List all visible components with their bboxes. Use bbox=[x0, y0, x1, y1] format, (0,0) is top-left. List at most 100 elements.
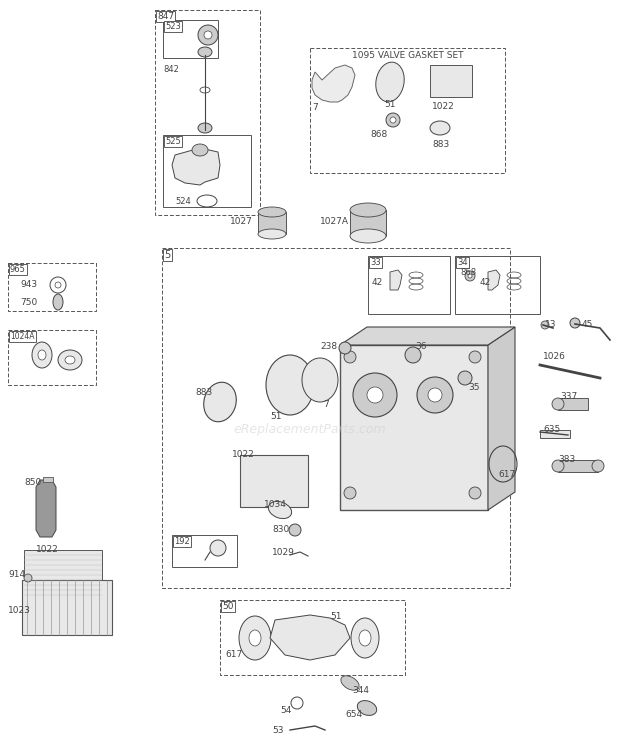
Ellipse shape bbox=[357, 701, 377, 716]
Text: 830: 830 bbox=[272, 525, 290, 534]
Text: 914: 914 bbox=[8, 570, 25, 579]
Bar bbox=[540, 430, 570, 438]
Polygon shape bbox=[488, 327, 515, 510]
Ellipse shape bbox=[552, 460, 564, 472]
Text: 7: 7 bbox=[312, 103, 317, 112]
Bar bbox=[258, 212, 286, 234]
Text: 1024A: 1024A bbox=[10, 332, 35, 341]
Circle shape bbox=[469, 487, 481, 499]
Circle shape bbox=[469, 351, 481, 363]
Text: 337: 337 bbox=[560, 392, 577, 401]
Bar bbox=[350, 210, 386, 236]
Text: 617: 617 bbox=[498, 470, 515, 479]
Ellipse shape bbox=[58, 350, 82, 370]
Text: 5: 5 bbox=[164, 250, 171, 260]
Text: 842: 842 bbox=[163, 65, 179, 74]
Polygon shape bbox=[488, 270, 500, 290]
Ellipse shape bbox=[302, 358, 338, 402]
Bar bbox=[310, 48, 505, 173]
Ellipse shape bbox=[350, 229, 386, 243]
Bar bbox=[162, 248, 510, 588]
Text: 1029: 1029 bbox=[272, 548, 295, 557]
Text: 868: 868 bbox=[460, 268, 476, 277]
Polygon shape bbox=[340, 327, 515, 345]
Text: 50: 50 bbox=[222, 602, 234, 611]
Bar bbox=[172, 535, 237, 567]
Circle shape bbox=[390, 117, 396, 123]
Circle shape bbox=[353, 373, 397, 417]
Bar bbox=[368, 256, 450, 314]
Ellipse shape bbox=[341, 676, 359, 690]
Text: 654: 654 bbox=[345, 710, 362, 719]
Text: 51: 51 bbox=[270, 412, 281, 421]
Ellipse shape bbox=[239, 616, 271, 660]
Circle shape bbox=[386, 113, 400, 127]
Bar bbox=[558, 398, 588, 410]
Circle shape bbox=[24, 574, 32, 582]
Ellipse shape bbox=[198, 47, 212, 57]
Ellipse shape bbox=[350, 203, 386, 217]
Text: 238: 238 bbox=[320, 342, 337, 351]
Text: 344: 344 bbox=[352, 686, 369, 695]
Text: eReplacementParts.com: eReplacementParts.com bbox=[234, 423, 386, 437]
Bar bbox=[455, 256, 540, 314]
Text: 54: 54 bbox=[280, 706, 291, 715]
Bar bbox=[43, 477, 53, 482]
Circle shape bbox=[289, 524, 301, 536]
Ellipse shape bbox=[376, 62, 404, 102]
Ellipse shape bbox=[192, 144, 208, 156]
Circle shape bbox=[541, 321, 549, 329]
Text: 617: 617 bbox=[225, 650, 242, 659]
Text: 1034: 1034 bbox=[264, 500, 287, 509]
Text: 42: 42 bbox=[480, 278, 491, 287]
Polygon shape bbox=[172, 148, 220, 185]
Text: 13: 13 bbox=[545, 320, 557, 329]
Text: 7: 7 bbox=[323, 400, 329, 409]
Text: 383: 383 bbox=[558, 455, 575, 464]
Text: 750: 750 bbox=[20, 298, 37, 307]
Text: 524: 524 bbox=[175, 197, 191, 206]
Text: 1023: 1023 bbox=[8, 606, 31, 615]
Text: 1026: 1026 bbox=[543, 352, 566, 361]
Ellipse shape bbox=[204, 382, 236, 422]
Text: 965: 965 bbox=[10, 265, 26, 274]
Ellipse shape bbox=[204, 31, 212, 39]
Ellipse shape bbox=[430, 121, 450, 135]
Bar bbox=[220, 600, 405, 675]
Ellipse shape bbox=[592, 460, 604, 472]
Text: 42: 42 bbox=[372, 278, 383, 287]
Text: 523: 523 bbox=[165, 22, 181, 31]
Ellipse shape bbox=[266, 355, 314, 415]
Circle shape bbox=[344, 487, 356, 499]
Ellipse shape bbox=[359, 630, 371, 646]
Ellipse shape bbox=[198, 123, 212, 133]
Circle shape bbox=[339, 342, 351, 354]
Circle shape bbox=[570, 318, 580, 328]
Text: 883: 883 bbox=[432, 140, 450, 149]
Bar bbox=[240, 455, 308, 507]
Circle shape bbox=[367, 387, 383, 403]
Text: 34: 34 bbox=[457, 258, 467, 267]
Text: 1022: 1022 bbox=[232, 450, 255, 459]
Polygon shape bbox=[390, 270, 402, 290]
Ellipse shape bbox=[53, 294, 63, 310]
Circle shape bbox=[405, 347, 421, 363]
Text: 635: 635 bbox=[543, 425, 560, 434]
Circle shape bbox=[210, 540, 226, 556]
Text: 192: 192 bbox=[174, 537, 190, 546]
Text: 51: 51 bbox=[384, 100, 396, 109]
Text: 525: 525 bbox=[165, 137, 181, 146]
Text: 883: 883 bbox=[195, 388, 212, 397]
Ellipse shape bbox=[198, 25, 218, 45]
Bar bbox=[155, 10, 260, 215]
Bar bbox=[430, 65, 472, 97]
Ellipse shape bbox=[38, 350, 46, 360]
Ellipse shape bbox=[258, 207, 286, 217]
Text: 943: 943 bbox=[20, 280, 37, 289]
Ellipse shape bbox=[65, 356, 75, 364]
Circle shape bbox=[344, 351, 356, 363]
Circle shape bbox=[428, 388, 442, 402]
Text: 33: 33 bbox=[370, 258, 381, 267]
Text: 1095 VALVE GASKET SET: 1095 VALVE GASKET SET bbox=[352, 51, 463, 60]
Bar bbox=[340, 345, 488, 510]
